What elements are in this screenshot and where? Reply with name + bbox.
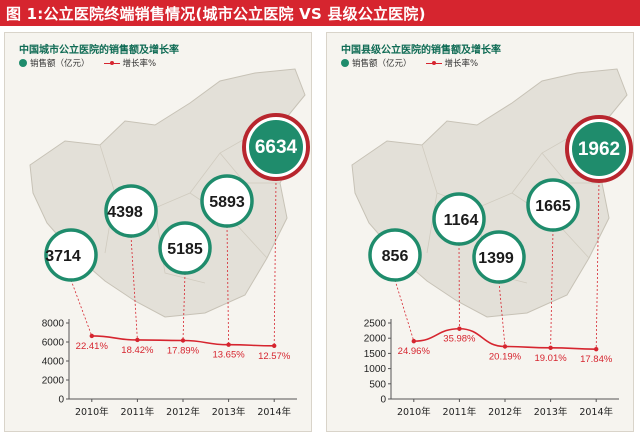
growth-rate-point (502, 344, 508, 349)
y-axis-tick-label: 0 (380, 395, 386, 406)
sales-value-label: 1164 (444, 212, 479, 229)
sales-value-label: 3714 (45, 248, 81, 265)
growth-rate-label: 22.41% (76, 341, 109, 352)
y-axis-tick-label: 2000 (42, 376, 65, 387)
growth-rate-point (180, 338, 186, 343)
growth-rate-point (548, 345, 553, 351)
county-hospital-chart: 0 500 1000 1500 2000 2500 2010年 2011年 2012年 2013年… (351, 68, 633, 418)
sales-bubble-fill (572, 122, 626, 176)
bubble-connector-line (70, 279, 93, 337)
sales-bubble (158, 221, 212, 275)
growth-rate-label: 17.84% (580, 354, 613, 365)
x-axis-category-label: 2011年 (443, 406, 477, 418)
growth-legend-label: 增长率% (444, 59, 479, 69)
chart-legend: 销售额（亿元） 增长率% (19, 57, 156, 69)
sales-legend-label: 销售额（亿元） (352, 59, 412, 69)
x-axis-category-label: 2013年 (212, 406, 246, 418)
growth-rate-point (457, 326, 462, 331)
sales-bubble-fill (249, 120, 303, 174)
sales-legend-icon (341, 59, 349, 67)
sales-value-label: 856 (382, 248, 409, 265)
sales-value-label: 4398 (107, 204, 143, 221)
x-axis-category-label: 2012年 (488, 406, 522, 418)
sales-bubble (44, 228, 98, 282)
x-axis-category-label: 2014年 (579, 406, 613, 418)
growth-legend-icon (425, 61, 442, 64)
y-axis-tick-label: 0 (58, 395, 64, 406)
x-axis-category-label: 2010年 (75, 406, 109, 418)
sales-bubble (526, 178, 580, 232)
sales-value-label: 1399 (478, 250, 514, 267)
growth-rate-label: 13.65% (212, 350, 245, 361)
sales-bubble (432, 192, 486, 246)
y-axis-tick-label: 500 (369, 379, 386, 390)
sales-bubble (104, 184, 158, 238)
y-axis-tick-label: 1500 (364, 349, 387, 360)
growth-rate-label: 24.96% (398, 346, 431, 357)
growth-rate-label: 12.57% (258, 351, 291, 362)
sales-value-label: 1962 (578, 139, 620, 160)
x-axis-category-label: 2014年 (257, 406, 291, 418)
sales-bubble (472, 230, 526, 284)
growth-rate-point (594, 346, 599, 352)
sales-bubble (200, 174, 254, 228)
figure-banner: 图 1:公立医院终端销售情况(城市公立医院 VS 县级公立医院) (0, 0, 640, 26)
growth-rate-label: 18.42% (121, 345, 154, 356)
x-axis-category-label: 2011年 (121, 406, 155, 418)
sales-value-label: 5893 (209, 194, 245, 211)
sales-value-label: 1665 (535, 198, 571, 215)
growth-rate-point (135, 337, 140, 343)
growth-rate-point (226, 342, 231, 347)
city-hospital-chart: 0 2000 4000 6000 8000 2010年 2011年 2012年 2013年 201… (29, 68, 310, 418)
x-axis-category-label: 2010年 (397, 406, 431, 418)
y-axis-tick-label: 4000 (42, 357, 65, 368)
y-axis-tick-label: 2000 (364, 334, 387, 345)
sales-value-label: 5185 (167, 241, 203, 258)
x-axis-category-label: 2012年 (166, 406, 200, 418)
sales-legend-icon (19, 59, 27, 67)
sales-value-label: 6634 (255, 137, 298, 158)
growth-rate-label: 35.98% (443, 334, 476, 345)
growth-rate-label: 17.89% (167, 345, 200, 356)
chart-legend: 销售额（亿元） 增长率% (341, 57, 478, 69)
sales-legend-label: 销售额（亿元） (30, 59, 90, 69)
growth-rate-label: 20.19% (489, 352, 522, 363)
y-axis-tick-label: 2500 (364, 319, 387, 330)
bubble-connector-line (498, 281, 506, 347)
bubble-connector-line (394, 279, 415, 342)
growth-legend-icon (103, 61, 120, 64)
bubble-connector-line (595, 180, 600, 350)
y-axis-tick-label: 6000 (42, 338, 65, 349)
figure-title: 图 1:公立医院终端销售情况(城市公立医院 VS 县级公立医院) (6, 5, 426, 23)
sales-bubble (368, 228, 422, 282)
y-axis-tick-label: 8000 (42, 319, 65, 330)
county-hospital-chart-panel: 0 500 1000 1500 2000 2500 2010年 2011年 2012年 2013年… (326, 32, 634, 432)
x-axis-category-label: 2013年 (534, 406, 568, 418)
bubble-connector-line (130, 235, 138, 340)
city-hospital-chart-panel: 0 2000 4000 6000 8000 2010年 2011年 2012年 2013年 201… (4, 32, 312, 432)
bubble-connector-line (182, 272, 186, 341)
growth-rate-point (89, 333, 95, 339)
growth-rate-point (272, 343, 277, 348)
growth-rate-label: 19.01% (534, 353, 567, 364)
chart-title: 中国城市公立医院的销售额及增长率 (19, 45, 179, 56)
growth-rate-point (411, 338, 416, 344)
growth-legend-label: 增长率% (122, 59, 157, 69)
y-axis-tick-label: 1000 (364, 364, 387, 375)
chart-title: 中国县级公立医院的销售额及增长率 (341, 45, 501, 56)
